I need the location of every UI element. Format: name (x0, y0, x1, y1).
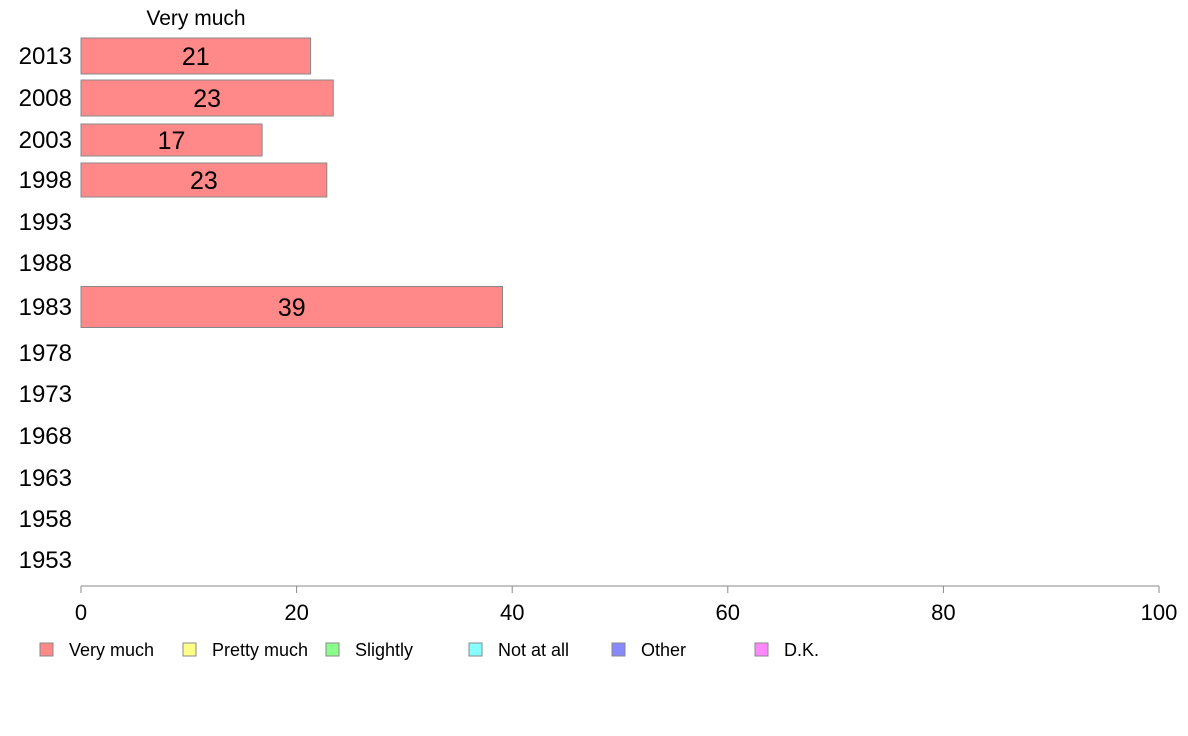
bar-value-label: 23 (193, 85, 221, 113)
bars-layer (80, 37, 503, 328)
bar-segment (80, 37, 312, 75)
bar-segment (80, 286, 503, 328)
y-tick-label: 1993 (19, 209, 72, 236)
category-header-label: Very much (146, 7, 245, 30)
y-tick-label: 2008 (19, 85, 72, 112)
legend: Very much Pretty much Slightly Not at all Ot… (39, 640, 819, 660)
y-tick-label: 1968 (19, 423, 72, 450)
x-tick-label: 20 (284, 600, 308, 625)
y-tick-label: 1958 (19, 506, 72, 533)
x-tick-label: 60 (716, 600, 740, 625)
bar-segment (80, 123, 263, 157)
y-tick-label: 1973 (19, 381, 72, 408)
x-tick-label: 0 (75, 600, 87, 625)
x-axis: 0 20 40 60 80 100 (75, 585, 1178, 625)
y-tick-label: 1988 (19, 250, 72, 277)
legend-label: Pretty much (212, 640, 308, 660)
x-tick-label: 40 (500, 600, 524, 625)
x-tick-label: 80 (931, 600, 955, 625)
y-tick-label: 1963 (19, 465, 72, 492)
legend-label: Slightly (355, 640, 413, 660)
legend-swatch (182, 642, 197, 657)
legend-swatch (325, 642, 340, 657)
y-tick-label: 1998 (19, 167, 72, 194)
legend-swatch (754, 642, 769, 657)
y-axis-labels: 2013 2008 2003 1998 1993 1988 1983 1978 1973 1968… (19, 43, 72, 574)
y-tick-label: 1978 (19, 340, 72, 367)
legend-label: Not at all (498, 640, 569, 660)
legend-label: Other (641, 640, 686, 660)
bar-segment (80, 79, 334, 117)
legend-swatch (611, 642, 626, 657)
y-tick-label: 1983 (19, 294, 72, 321)
bar-value-label: 23 (190, 167, 218, 195)
legend-swatch (39, 642, 54, 657)
bar-value-label: 39 (278, 294, 306, 322)
x-tick-label: 100 (1141, 600, 1178, 625)
bar-segment (80, 162, 328, 198)
legend-swatch (468, 642, 483, 657)
legend-label: Very much (69, 640, 154, 660)
bar-value-label: 21 (182, 43, 210, 71)
y-tick-label: 1953 (19, 547, 72, 574)
y-tick-label: 2013 (19, 43, 72, 70)
legend-label: D.K. (784, 640, 819, 660)
bar-value-label: 17 (158, 127, 186, 155)
y-tick-label: 2003 (19, 127, 72, 154)
